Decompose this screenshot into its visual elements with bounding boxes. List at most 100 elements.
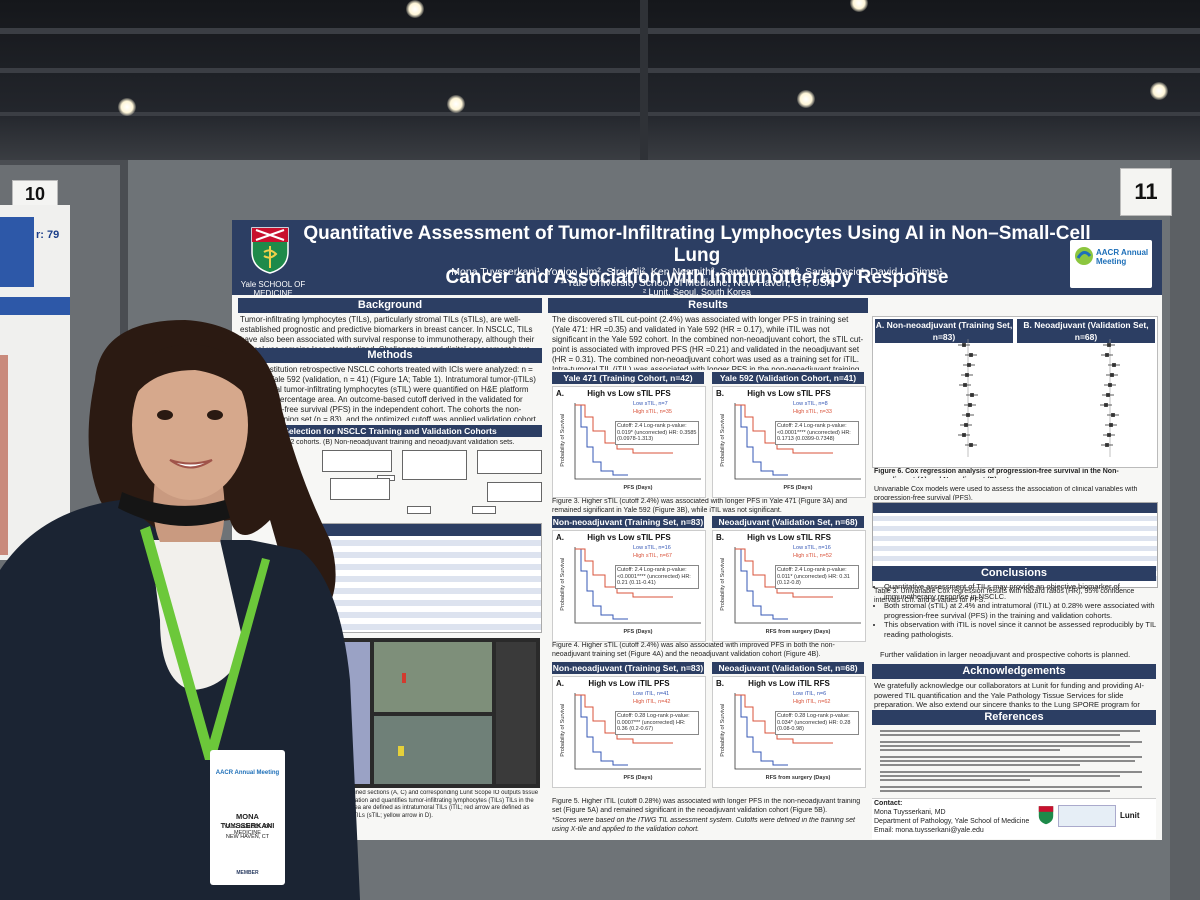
km-curves: [574, 693, 701, 770]
face: [132, 350, 248, 500]
aacr-logo-text: AACR Annual Meeting: [1096, 248, 1149, 266]
km-legend-low: Low iTIL, n=41: [633, 691, 670, 697]
poster-title-line: Cancer and Association with Immunotherap…: [445, 267, 949, 288]
yellow-arrow: [398, 746, 404, 756]
ceiling-light: [797, 90, 815, 108]
forest-point: [1107, 343, 1111, 347]
badge-city: NEW HAVEN, CT: [225, 834, 270, 840]
conclusion-item: Both stromal (sTIL) at 2.4% and intratum…: [884, 601, 1156, 620]
km-plot: A. High vs Low sTIL PFS Probability of Sur…: [552, 530, 706, 642]
contact-block: Contact: Mona Tuysserkani, MD Department…: [872, 798, 1156, 839]
km-stats-box: Cutoff: 0.28 Log-rank p-value: 0.034* (u…: [775, 711, 859, 735]
contact-department: Department of Pathology, Yale School of …: [874, 818, 1030, 825]
forest-point: [962, 343, 966, 347]
forest-plot-header: A. Non-neoadjuvant (Training Set, n=83): [875, 319, 1013, 343]
forest-point: [966, 413, 970, 417]
km-curves: [734, 693, 861, 770]
section-conclusions-header: Conclusions: [872, 566, 1156, 581]
ceiling-light: [406, 0, 424, 18]
table-3-header: [873, 503, 1157, 513]
km-axes: [734, 403, 861, 480]
km-legend-high: High sTIL, n=67: [633, 553, 672, 559]
board-number-card: 10: [12, 180, 58, 208]
km-panel-header: Neoadjuvant (Validation Set, n=68): [712, 662, 864, 674]
presenter-photo: [0, 320, 360, 900]
forest-point: [970, 393, 974, 397]
km-legend-high: High sTIL, n=52: [793, 553, 832, 559]
section-references-header: References: [872, 710, 1156, 725]
km-curves: [574, 403, 701, 480]
table-1: [302, 523, 542, 633]
conclusion-item: Further validation in larger neoadjuvant…: [880, 650, 1131, 659]
methods-text: single-institution retrospective NSCLC c…: [240, 365, 536, 421]
eye: [207, 410, 223, 420]
km-curves: [734, 403, 861, 480]
poster-affiliation: ¹ Yale University School of Medicine, Ne…: [560, 277, 834, 289]
km-panel-header: Yale 592 (Validation Cohort, n=41): [712, 372, 864, 384]
he-image: [374, 716, 492, 784]
board-number-card: 11: [1120, 168, 1172, 216]
km-curves: [734, 547, 861, 624]
table-1-header: [303, 524, 541, 536]
ceiling-truss: [0, 28, 1200, 34]
ceiling-light: [447, 95, 465, 113]
forest-point: [1105, 353, 1109, 357]
km-panel-header: Non-neoadjuvant (Training Set, n=83): [552, 662, 704, 674]
km-legend-high: High iTIL, n=62: [793, 699, 831, 705]
flowchart-box: [330, 478, 390, 500]
scarf: [118, 492, 230, 526]
figure-6-caption: Figure 6. Cox regression analysis of pro…: [874, 468, 1119, 478]
poster-header: Yale SCHOOL OF MEDICINE Quantitative Ass…: [232, 220, 1162, 298]
forest-point: [1108, 383, 1112, 387]
table-1-rows: [303, 540, 541, 630]
km-plot-title: High vs Low iTIL PFS: [588, 679, 670, 688]
contact-label: Contact:: [874, 800, 903, 807]
km-x-axis-label: PFS (Days): [623, 629, 653, 635]
km-axes: [734, 693, 861, 770]
km-plot: A. High vs Low sTIL PFS Probability of Sur…: [552, 386, 706, 498]
km-legend-low: Low sTIL, n=8: [793, 401, 828, 407]
forest-point: [1112, 363, 1116, 367]
figure-3-caption: Figure 3. Higher sTIL (cutoff 2.4%) was …: [552, 498, 848, 514]
km-plot: B. High vs Low iTIL RFS Probability of Sur…: [712, 676, 866, 788]
hair-fringe: [132, 344, 250, 400]
km-stats-box: Cutoff: 2.4 Log-rank p-value: 0.019* (un…: [615, 421, 699, 445]
forest-point: [965, 373, 969, 377]
km-stats-box: Cutoff: 2.4 Log-rank p-value: <0.0001***…: [615, 565, 699, 589]
he-caption: H&E-stained sections (A, C) and correspo…: [332, 790, 539, 819]
contact-name: Mona Tuysserkani, MD: [874, 809, 946, 816]
km-plot-title: High vs Low iTIL RFS: [748, 679, 830, 688]
km-axes: [734, 547, 861, 624]
km-panel-header: Yale 471 (Training Cohort, n=42): [552, 372, 704, 384]
km-curve-high: [575, 548, 673, 598]
km-x-axis-label: PFS (Days): [783, 485, 813, 491]
km-curve-low: [575, 548, 628, 620]
forest-point: [969, 353, 973, 357]
forest-point: [969, 443, 973, 447]
he-image-sidebar: [496, 642, 536, 784]
km-plot-letter: B.: [716, 389, 724, 398]
forest-plot-panel: A. Non-neoadjuvant (Training Set, n=83) …: [872, 316, 1158, 468]
ceiling-light: [118, 98, 136, 116]
red-arrow: [402, 673, 406, 683]
methods-caption: 471 and Yale 592 cohorts. (B) Non-neoadj…: [240, 439, 515, 446]
section-acknowledgements-header: Acknowledgements: [872, 664, 1156, 679]
km-axes: [574, 693, 701, 770]
section-results-header: Results: [548, 298, 868, 313]
flowchart-box: [322, 450, 392, 472]
km-y-axis-label: Probability of Survival: [719, 557, 726, 611]
km-curve-high: [735, 404, 833, 454]
research-poster: Yale SCHOOL OF MEDICINE Quantitative Ass…: [232, 220, 1162, 840]
poster-title-line: Quantitative Assessment of Tumor-Infiltr…: [303, 223, 1091, 266]
poster-affiliation: ² Lunit, Seoul, South Korea: [642, 287, 752, 297]
results-text: The discovered sTIL cut-point (2.4%) was…: [552, 315, 864, 370]
badge-event: AACR Annual Meeting: [215, 770, 280, 776]
ceiling-light: [850, 0, 868, 12]
yale-wordmark: Yale SCHOOL OF MEDICINE: [240, 280, 306, 298]
figure-4-caption: Figure 4. Higher sTIL (cutoff 2.4%) was …: [552, 642, 835, 658]
ceiling-beam: [640, 0, 648, 160]
km-plot-title: High vs Low sTIL PFS: [587, 533, 671, 542]
figure-6-subcaption: Univariable Cox models were used to asse…: [874, 486, 1138, 500]
methods-subheader: Selection for NSCLC Training and Validat…: [238, 425, 542, 437]
km-curve-low: [735, 694, 788, 766]
